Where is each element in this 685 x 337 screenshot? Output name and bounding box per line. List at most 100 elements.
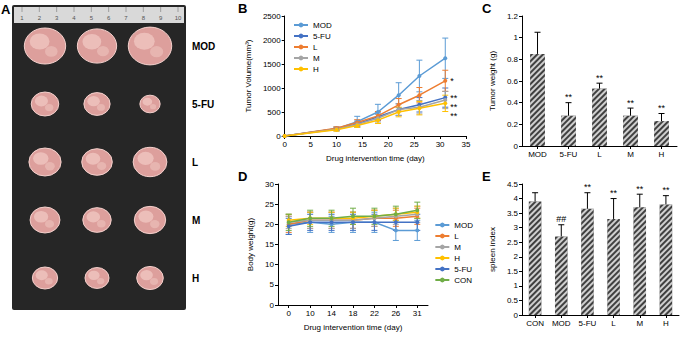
svg-text:7: 7 (124, 15, 128, 21)
svg-text:CON: CON (454, 276, 472, 285)
svg-text:Drug intervention time (day): Drug intervention time (day) (304, 323, 403, 332)
svg-text:5-FU: 5-FU (192, 99, 214, 110)
svg-text:M: M (636, 319, 643, 328)
svg-text:MOD: MOD (454, 221, 473, 230)
svg-text:2.5: 2.5 (507, 238, 519, 247)
svg-text:4: 4 (72, 15, 76, 21)
svg-text:L: L (597, 150, 602, 159)
svg-text:500: 500 (267, 108, 281, 117)
svg-text:6: 6 (107, 15, 111, 21)
svg-text:3: 3 (514, 223, 519, 232)
svg-text:D: D (238, 169, 247, 184)
svg-text:5-FU: 5-FU (579, 319, 597, 328)
svg-text:M: M (454, 243, 461, 252)
svg-text:H: H (663, 319, 669, 328)
svg-text:1000: 1000 (263, 84, 281, 93)
svg-text:10: 10 (265, 260, 274, 269)
svg-text:4: 4 (514, 194, 519, 203)
svg-text:L: L (192, 157, 198, 168)
svg-text:0: 0 (270, 301, 275, 310)
svg-text:L: L (313, 43, 318, 52)
svg-text:1: 1 (20, 15, 24, 21)
svg-text:26: 26 (391, 309, 400, 318)
svg-text:2500: 2500 (263, 12, 281, 21)
svg-text:**: ** (658, 103, 666, 113)
svg-text:25: 25 (265, 200, 274, 209)
svg-text:0.8: 0.8 (507, 55, 519, 64)
svg-text:MOD: MOD (313, 21, 332, 30)
svg-text:*: * (450, 76, 454, 86)
svg-text:**: ** (450, 111, 458, 121)
svg-text:MOD: MOD (192, 41, 215, 52)
svg-text:1: 1 (514, 281, 519, 290)
svg-text:spleen index: spleen index (488, 227, 497, 272)
svg-text:A: A (1, 2, 11, 17)
svg-text:Drug intervention time (day): Drug intervention time (day) (326, 154, 425, 163)
svg-text:5: 5 (90, 15, 94, 21)
svg-text:L: L (454, 232, 459, 241)
svg-text:10: 10 (175, 15, 182, 21)
svg-text:**: ** (610, 188, 618, 198)
svg-text:0.4: 0.4 (507, 98, 519, 107)
svg-text:H: H (659, 150, 665, 159)
svg-text:5-FU: 5-FU (454, 265, 472, 274)
svg-text:L: L (611, 319, 616, 328)
svg-text:30: 30 (265, 180, 274, 189)
svg-text:14: 14 (327, 309, 336, 318)
svg-text:##: ## (556, 214, 566, 224)
svg-text:25: 25 (410, 140, 419, 149)
svg-text:3.5: 3.5 (507, 209, 519, 218)
svg-text:10: 10 (332, 140, 341, 149)
svg-text:1: 1 (514, 33, 519, 42)
svg-text:MOD: MOD (528, 150, 547, 159)
svg-text:**: ** (636, 184, 644, 194)
svg-text:22: 22 (370, 309, 379, 318)
svg-text:**: ** (627, 98, 635, 108)
svg-text:1500: 1500 (263, 60, 281, 69)
svg-text:30: 30 (436, 140, 445, 149)
svg-text:2000: 2000 (263, 36, 281, 45)
svg-text:20: 20 (384, 140, 393, 149)
svg-text:31: 31 (413, 309, 422, 318)
svg-text:0.5: 0.5 (507, 296, 519, 305)
svg-text:15: 15 (265, 240, 274, 249)
svg-text:**: ** (584, 182, 592, 192)
svg-text:MOD: MOD (552, 319, 571, 328)
svg-text:0.6: 0.6 (507, 77, 519, 86)
svg-text:CON: CON (526, 319, 544, 328)
svg-text:35: 35 (462, 140, 471, 149)
svg-text:8: 8 (142, 15, 146, 21)
svg-text:2: 2 (514, 252, 519, 261)
svg-text:3: 3 (55, 15, 59, 21)
svg-text:1.5: 1.5 (507, 267, 519, 276)
svg-text:Tumor Volume(mm³): Tumor Volume(mm³) (244, 39, 253, 112)
svg-text:5-FU: 5-FU (560, 150, 578, 159)
svg-text:20: 20 (265, 220, 274, 229)
svg-text:C: C (482, 1, 492, 16)
svg-text:**: ** (596, 73, 604, 83)
svg-text:0: 0 (286, 309, 291, 318)
svg-text:9: 9 (159, 15, 163, 21)
svg-text:H: H (192, 273, 199, 284)
svg-text:M: M (627, 150, 634, 159)
svg-text:0: 0 (276, 132, 281, 141)
svg-text:**: ** (565, 92, 573, 102)
svg-text:5: 5 (308, 140, 313, 149)
svg-text:H: H (454, 254, 460, 263)
svg-text:10: 10 (306, 309, 315, 318)
svg-text:Body weight(g): Body weight(g) (246, 217, 255, 271)
svg-text:5: 5 (270, 280, 275, 289)
svg-text:**: ** (662, 185, 670, 195)
svg-text:M: M (192, 215, 200, 226)
svg-text:0: 0 (282, 140, 287, 149)
svg-text:E: E (482, 169, 491, 184)
svg-text:18: 18 (349, 309, 358, 318)
svg-text:0: 0 (514, 142, 519, 151)
svg-text:H: H (313, 65, 319, 74)
svg-text:15: 15 (358, 140, 367, 149)
svg-text:5-FU: 5-FU (313, 32, 331, 41)
svg-text:0: 0 (514, 311, 519, 320)
svg-text:B: B (238, 1, 247, 16)
svg-text:0.2: 0.2 (507, 120, 519, 129)
svg-text:2: 2 (38, 15, 42, 21)
